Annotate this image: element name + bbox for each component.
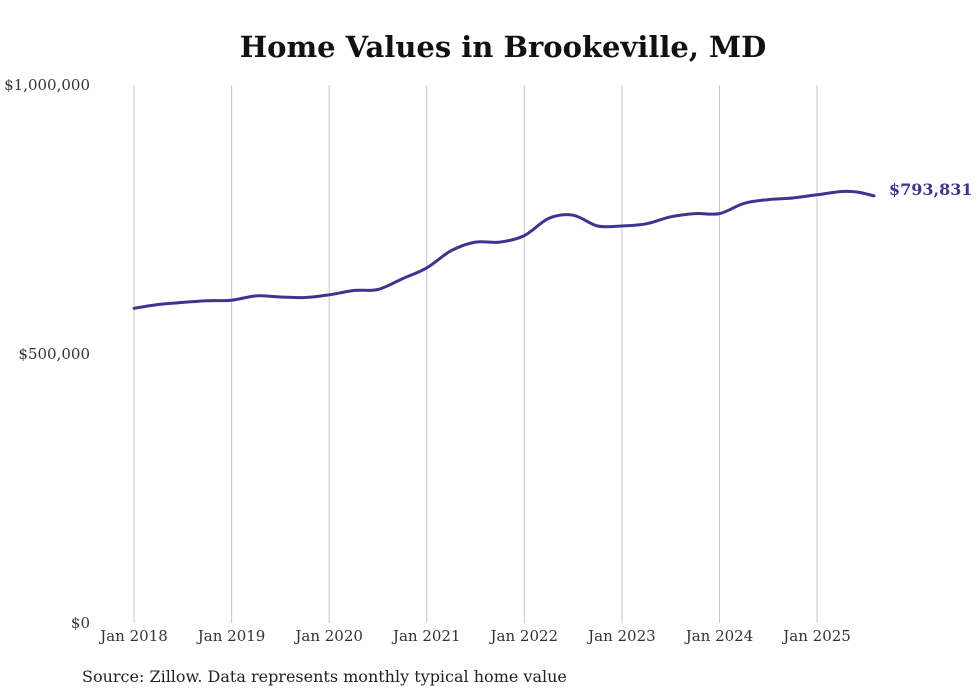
y-tick-label: $0 [71,614,90,632]
y-tick-label: $1,000,000 [4,76,90,94]
source-note: Source: Zillow. Data represents monthly … [82,667,567,686]
x-tick-label: Jan 2024 [684,627,754,645]
x-tick-label: Jan 2022 [489,627,559,645]
x-tick-label: Jan 2020 [293,627,363,645]
x-tick-label: Jan 2023 [586,627,656,645]
x-tick-label: Jan 2018 [98,627,168,645]
chart-title: Home Values in Brookeville, MD [239,30,767,64]
series-line [132,189,876,310]
end-value-label: $793,831 [889,180,973,199]
y-tick-label: $500,000 [18,345,90,363]
x-tick-label: Jan 2019 [196,627,266,645]
x-tick-label: Jan 2021 [391,627,461,645]
x-tick-label: Jan 2025 [781,627,851,645]
